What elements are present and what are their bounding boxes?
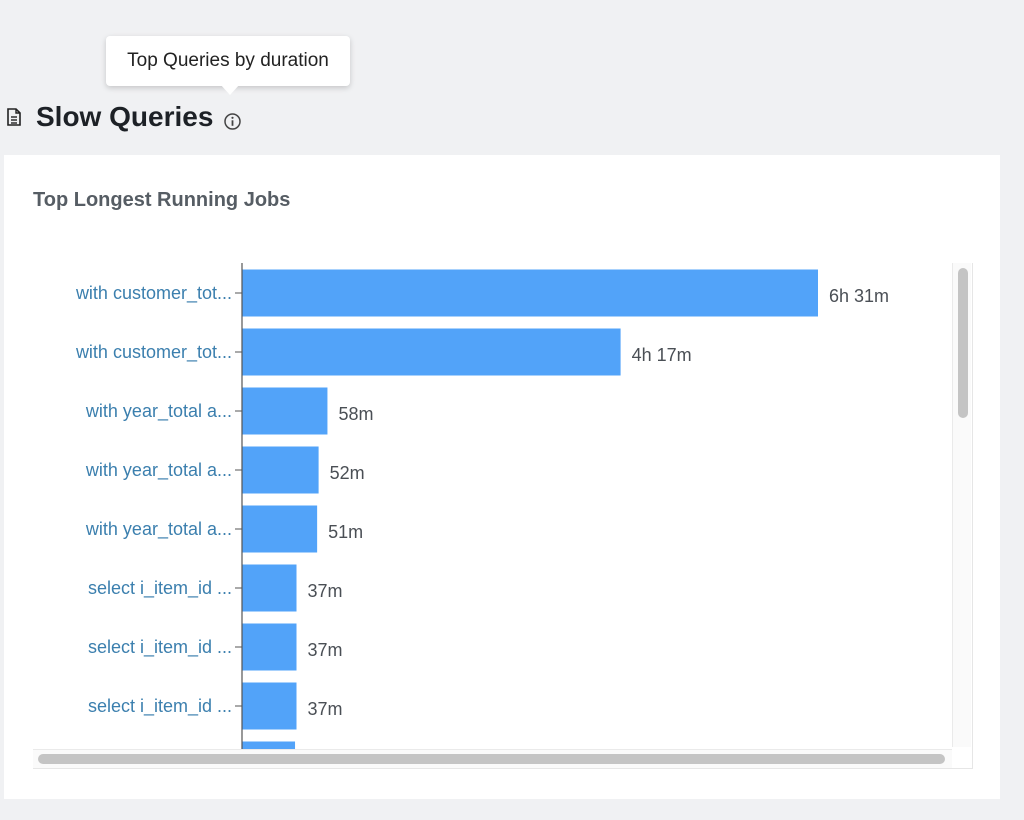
- bar[interactable]: [242, 741, 296, 750]
- bar[interactable]: [242, 387, 328, 435]
- bar[interactable]: [242, 446, 319, 494]
- y-tick-label[interactable]: with year_total a...: [85, 401, 232, 422]
- info-tooltip: Top Queries by duration: [106, 36, 350, 86]
- bar-value-label: 37m: [308, 699, 343, 719]
- y-tick-label[interactable]: select i_item_id ...: [88, 696, 232, 717]
- document-icon: [7, 108, 21, 126]
- bar-value-label: 58m: [338, 404, 373, 424]
- bar-value-label: 52m: [330, 463, 365, 483]
- y-tick-label[interactable]: with year_total a...: [85, 519, 232, 540]
- bar-value-label: 4h 17m: [632, 345, 692, 365]
- y-tick-label[interactable]: with customer_tot...: [75, 342, 232, 363]
- bar-value-label: 6h 31m: [829, 286, 889, 306]
- page-title: Slow Queries: [36, 101, 214, 132]
- bar[interactable]: [242, 623, 297, 671]
- card-title: Top Longest Running Jobs: [33, 189, 291, 211]
- bar[interactable]: [242, 682, 297, 730]
- y-tick-label[interactable]: with customer_tot...: [75, 283, 232, 304]
- horizontal-scrollbar-thumb[interactable]: [38, 754, 945, 764]
- bar[interactable]: [242, 505, 318, 553]
- y-tick-label[interactable]: with year_total a...: [85, 460, 232, 481]
- bar-value-label: 37m: [308, 581, 343, 601]
- bar-chart: with customer_tot... 6h 31m with customer_…: [75, 263, 889, 750]
- bar-value-label: 37m: [308, 640, 343, 660]
- bar-value-label: 51m: [328, 522, 363, 542]
- vertical-scrollbar[interactable]: [952, 263, 971, 747]
- info-icon[interactable]: [223, 112, 242, 131]
- vertical-scrollbar-thumb[interactable]: [958, 268, 968, 418]
- y-tick-label[interactable]: select i_item_id ...: [88, 578, 232, 599]
- y-tick-label[interactable]: select i_item_id ...: [88, 637, 232, 658]
- tooltip-arrow: [220, 84, 240, 95]
- tooltip-text: Top Queries by duration: [127, 50, 329, 71]
- bar[interactable]: [242, 328, 621, 376]
- horizontal-scrollbar[interactable]: [33, 749, 952, 768]
- chart-frame: with customer_tot... 6h 31m with customer_…: [33, 263, 973, 769]
- bar[interactable]: [242, 269, 818, 317]
- bar[interactable]: [242, 564, 297, 612]
- slow-queries-card: Top Longest Running Jobs with customer_t…: [4, 155, 1000, 799]
